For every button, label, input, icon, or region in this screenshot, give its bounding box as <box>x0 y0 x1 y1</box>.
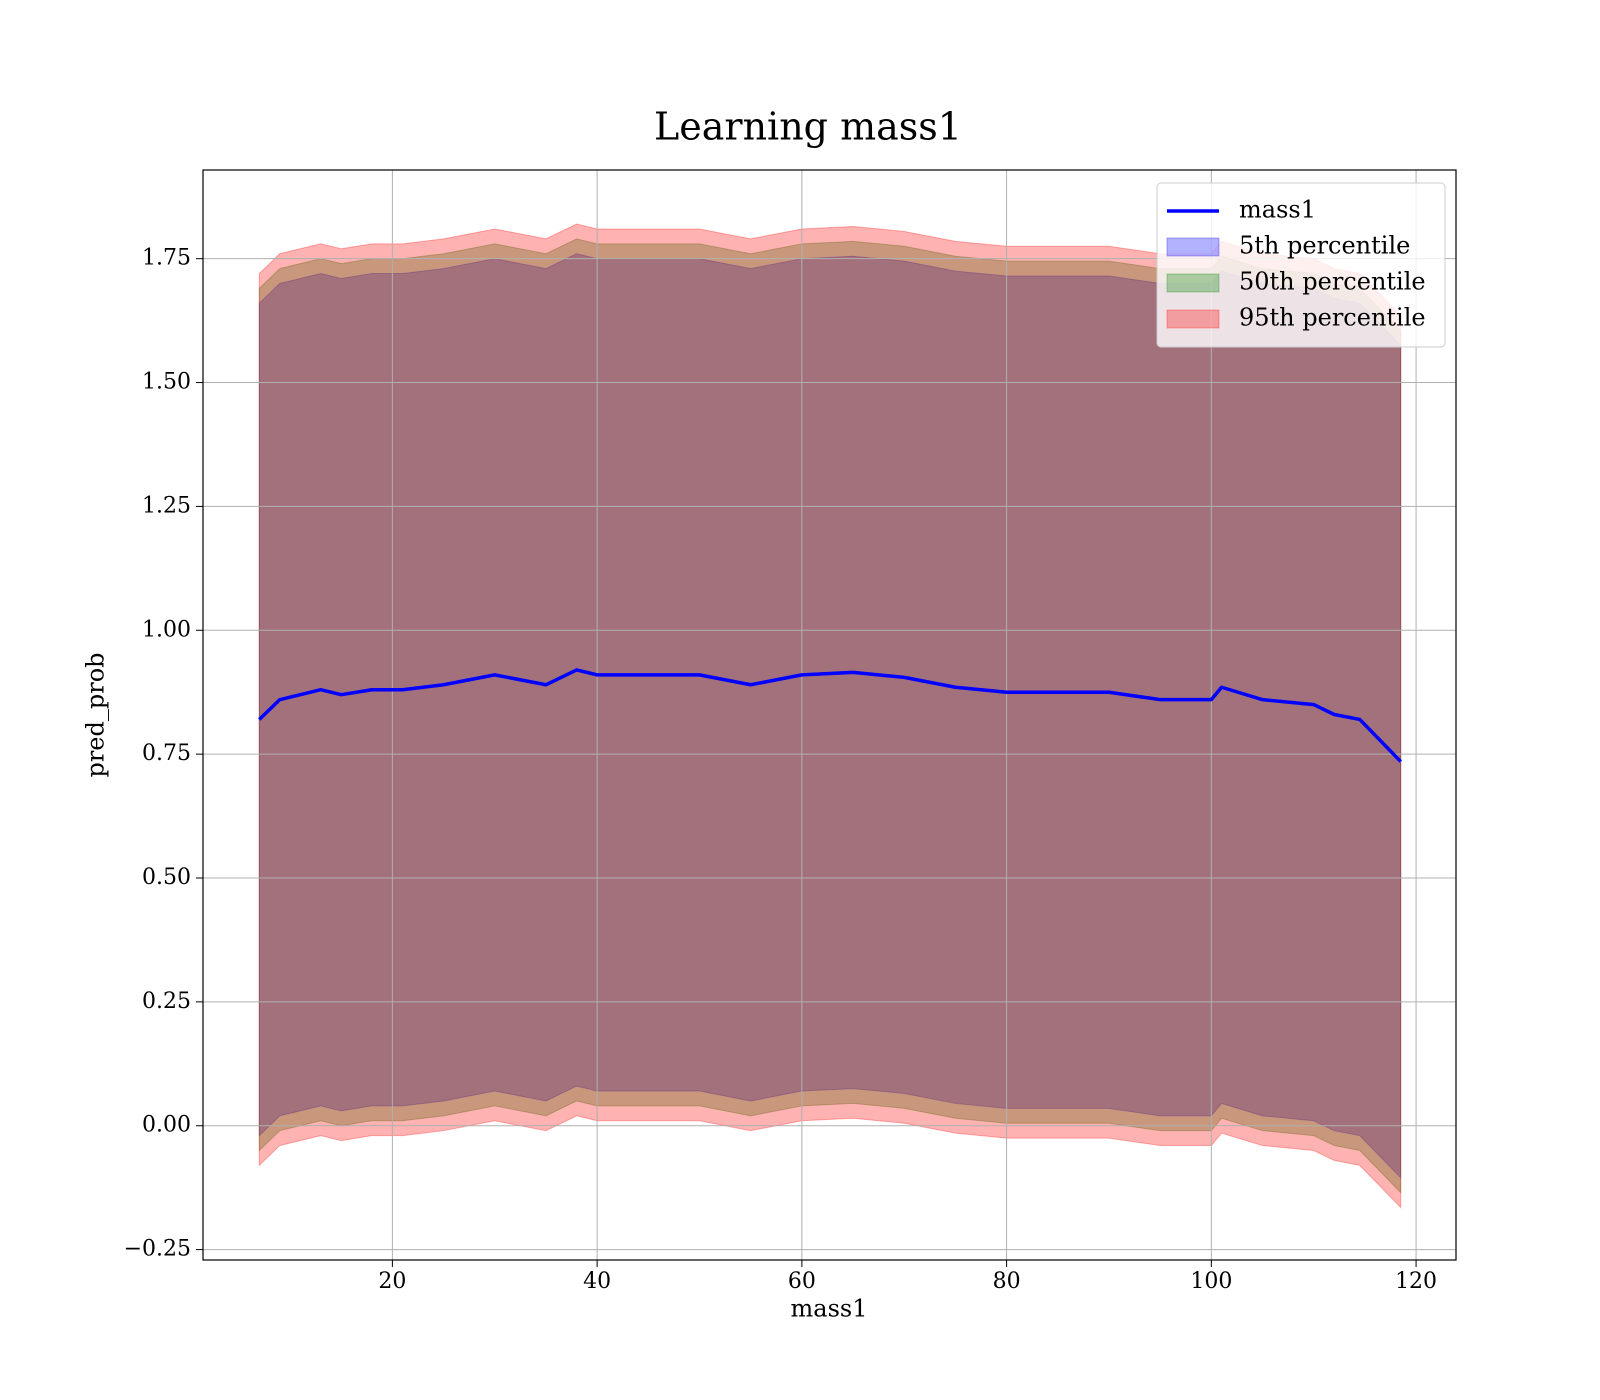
legend-label: 50th percentile <box>1239 268 1426 296</box>
x-tick-label: 60 <box>788 1269 816 1294</box>
legend-patch <box>1166 237 1220 257</box>
y-tick-label: 0.25 <box>142 989 191 1014</box>
x-tick-label: 20 <box>378 1269 406 1294</box>
y-axis-label: pred_prob <box>82 652 110 777</box>
band <box>258 253 1402 1179</box>
y-tick-label: 0.00 <box>142 1113 191 1138</box>
x-tick-label: 80 <box>993 1269 1021 1294</box>
legend-label: mass1 <box>1239 196 1316 224</box>
legend-patch <box>1166 273 1220 293</box>
x-axis-label: mass1 <box>791 1295 868 1323</box>
x-tick-label: 100 <box>1190 1269 1232 1294</box>
x-tick-label: 120 <box>1395 1269 1437 1294</box>
y-tick-label: 0.75 <box>142 741 191 766</box>
band <box>258 223 1402 1209</box>
band <box>258 238 1402 1194</box>
legend-label: 5th percentile <box>1239 232 1410 260</box>
legend-patch <box>1166 309 1220 329</box>
plot-frame <box>202 169 1457 1261</box>
y-tick-label: 0.50 <box>142 865 191 890</box>
legend: mass1 5th percentile 50th percentile 95th p… <box>1156 182 1446 348</box>
y-tick-label: 1.75 <box>142 246 191 271</box>
y-tick-label: 1.25 <box>142 493 191 518</box>
y-tick-label: −0.25 <box>124 1237 191 1262</box>
legend-box <box>1156 182 1446 348</box>
chart-title: Learning mass1 <box>654 105 962 149</box>
y-tick-label: 1.00 <box>142 617 191 642</box>
legend-label: 95th percentile <box>1239 304 1426 332</box>
y-tick-label: 1.50 <box>142 370 191 395</box>
x-tick-label: 40 <box>583 1269 611 1294</box>
line <box>258 668 1402 763</box>
